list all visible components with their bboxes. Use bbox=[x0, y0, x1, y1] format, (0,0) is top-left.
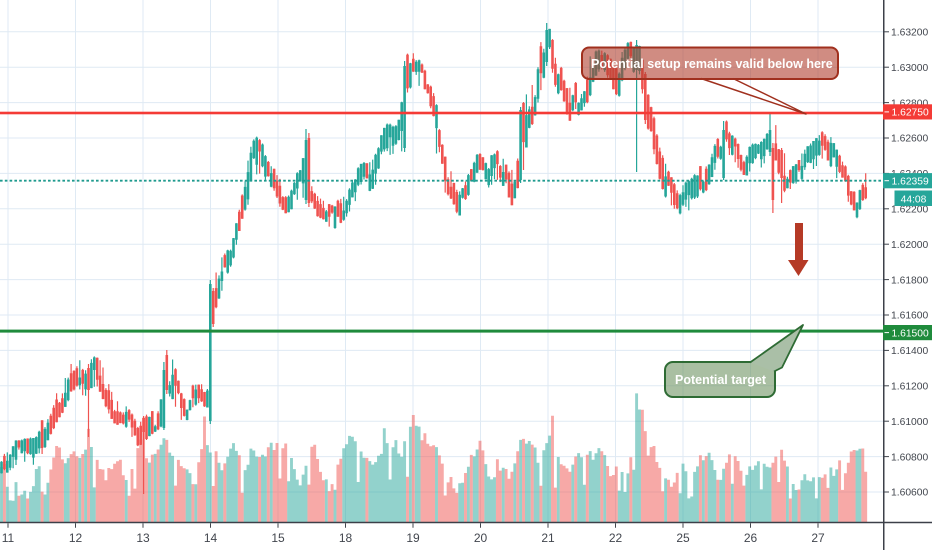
svg-text:1.63000: 1.63000 bbox=[891, 63, 928, 74]
svg-text:12: 12 bbox=[69, 531, 83, 545]
svg-text:22: 22 bbox=[609, 531, 623, 545]
svg-text:Potential target: Potential target bbox=[675, 373, 767, 387]
svg-text:20: 20 bbox=[474, 531, 488, 545]
svg-text:1.62000: 1.62000 bbox=[891, 240, 928, 251]
svg-text:44:08: 44:08 bbox=[901, 194, 927, 205]
svg-text:21: 21 bbox=[541, 531, 555, 545]
svg-text:25: 25 bbox=[676, 531, 690, 545]
svg-text:26: 26 bbox=[744, 531, 758, 545]
svg-text:19: 19 bbox=[406, 531, 420, 545]
svg-text:1.61200: 1.61200 bbox=[891, 382, 928, 393]
svg-text:Potential setup remains valid: Potential setup remains valid below here bbox=[591, 57, 833, 71]
svg-text:18: 18 bbox=[339, 531, 353, 545]
svg-text:1.61500: 1.61500 bbox=[892, 328, 929, 339]
svg-text:15: 15 bbox=[271, 531, 285, 545]
svg-text:1.63200: 1.63200 bbox=[891, 28, 928, 39]
svg-text:1.62359: 1.62359 bbox=[892, 177, 929, 188]
svg-text:1.61000: 1.61000 bbox=[891, 417, 928, 428]
svg-text:27: 27 bbox=[811, 531, 825, 545]
svg-text:1.60600: 1.60600 bbox=[891, 488, 928, 499]
svg-text:1.61600: 1.61600 bbox=[891, 311, 928, 322]
svg-text:1.62600: 1.62600 bbox=[891, 134, 928, 145]
svg-text:1.61400: 1.61400 bbox=[891, 346, 928, 357]
svg-text:1.61800: 1.61800 bbox=[891, 275, 928, 286]
svg-text:1.62750: 1.62750 bbox=[892, 108, 929, 119]
svg-text:1.60800: 1.60800 bbox=[891, 452, 928, 463]
svg-text:11: 11 bbox=[2, 531, 15, 545]
svg-text:14: 14 bbox=[204, 531, 218, 545]
svg-text:1.62200: 1.62200 bbox=[891, 205, 928, 216]
svg-text:13: 13 bbox=[136, 531, 150, 545]
